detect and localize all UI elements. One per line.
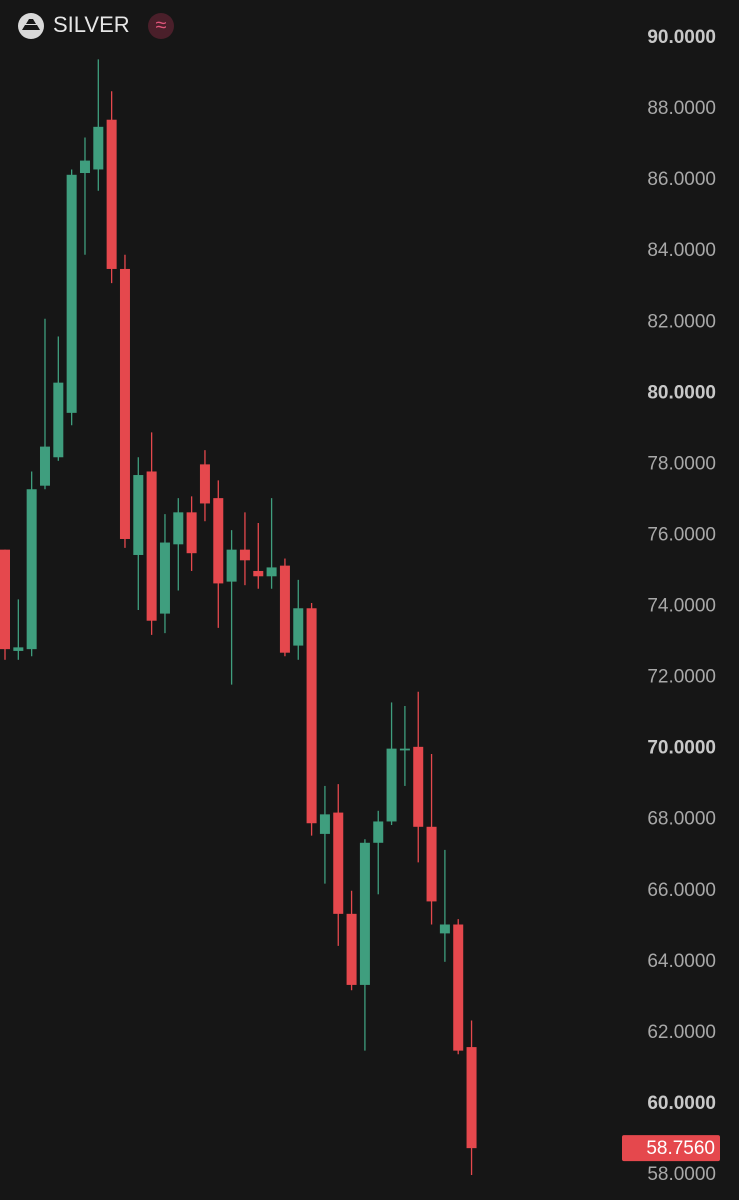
candle-body bbox=[413, 746, 424, 827]
y-tick-label: 82.0000 bbox=[647, 311, 716, 332]
y-tick-label: 68.0000 bbox=[647, 809, 716, 830]
y-tick-label: 66.0000 bbox=[647, 880, 716, 901]
chart-title: SILVER bbox=[53, 12, 130, 37]
candle-body bbox=[213, 498, 224, 584]
candle-body bbox=[186, 512, 197, 554]
candle-body bbox=[453, 924, 464, 1051]
last-price-box bbox=[622, 1135, 720, 1162]
y-tick-label: 84.0000 bbox=[647, 240, 716, 261]
candle-body bbox=[386, 748, 397, 822]
y-tick-label: 64.0000 bbox=[647, 951, 716, 972]
candle-body bbox=[426, 826, 437, 902]
y-tick-label: 80.0000 bbox=[647, 382, 716, 403]
y-tick-label: 76.0000 bbox=[647, 524, 716, 545]
candle-body bbox=[119, 268, 130, 539]
candle-body bbox=[106, 119, 117, 269]
candle-body bbox=[133, 475, 144, 555]
candle-body bbox=[359, 842, 370, 985]
candle-body bbox=[333, 812, 344, 914]
candle-body bbox=[439, 924, 450, 934]
candle-body bbox=[279, 565, 290, 653]
candle-body bbox=[0, 549, 10, 650]
candle-body bbox=[226, 549, 237, 582]
y-tick-label: 58.0000 bbox=[647, 1164, 716, 1185]
y-tick-label: 88.0000 bbox=[647, 98, 716, 119]
candle-body bbox=[173, 512, 184, 545]
candle-body bbox=[199, 464, 210, 504]
candle-body bbox=[66, 174, 77, 413]
y-axis: 58.0000 60.0000 62.0000 64.0000 66.0000 68.00… bbox=[622, 27, 720, 1185]
candle-body bbox=[373, 821, 384, 843]
candle-body bbox=[79, 160, 90, 174]
candles bbox=[0, 59, 477, 1175]
candle-body bbox=[399, 748, 410, 751]
candle-body bbox=[306, 608, 317, 824]
candle-body bbox=[39, 446, 50, 486]
y-tick-label: 70.0000 bbox=[647, 738, 716, 759]
y-tick-label: 78.0000 bbox=[647, 453, 716, 474]
candle-body bbox=[159, 542, 170, 614]
candle-body bbox=[146, 471, 157, 621]
candle-body bbox=[293, 608, 304, 646]
symbol-icon bbox=[18, 13, 44, 39]
candle-body bbox=[319, 814, 330, 834]
y-tick-label: 90.0000 bbox=[647, 27, 716, 48]
candle-body bbox=[266, 567, 277, 577]
candle-body bbox=[253, 570, 264, 577]
candle-body bbox=[26, 489, 37, 650]
y-tick-label: 60.0000 bbox=[647, 1093, 716, 1114]
candle-body bbox=[93, 126, 104, 170]
y-tick-label: 86.0000 bbox=[647, 169, 716, 190]
candle-body bbox=[466, 1047, 477, 1149]
last-price-label: 58.7560 bbox=[646, 1138, 715, 1159]
candle-body bbox=[53, 382, 64, 458]
badge-bg bbox=[148, 13, 174, 39]
badge: ≈ bbox=[156, 14, 167, 36]
y-tick-label: 74.0000 bbox=[647, 596, 716, 617]
candle-body bbox=[13, 647, 24, 651]
y-tick-label: 72.0000 bbox=[647, 667, 716, 688]
candle-body bbox=[239, 549, 250, 561]
y-tick-label: 62.0000 bbox=[647, 1022, 716, 1043]
candle-body bbox=[346, 913, 357, 985]
